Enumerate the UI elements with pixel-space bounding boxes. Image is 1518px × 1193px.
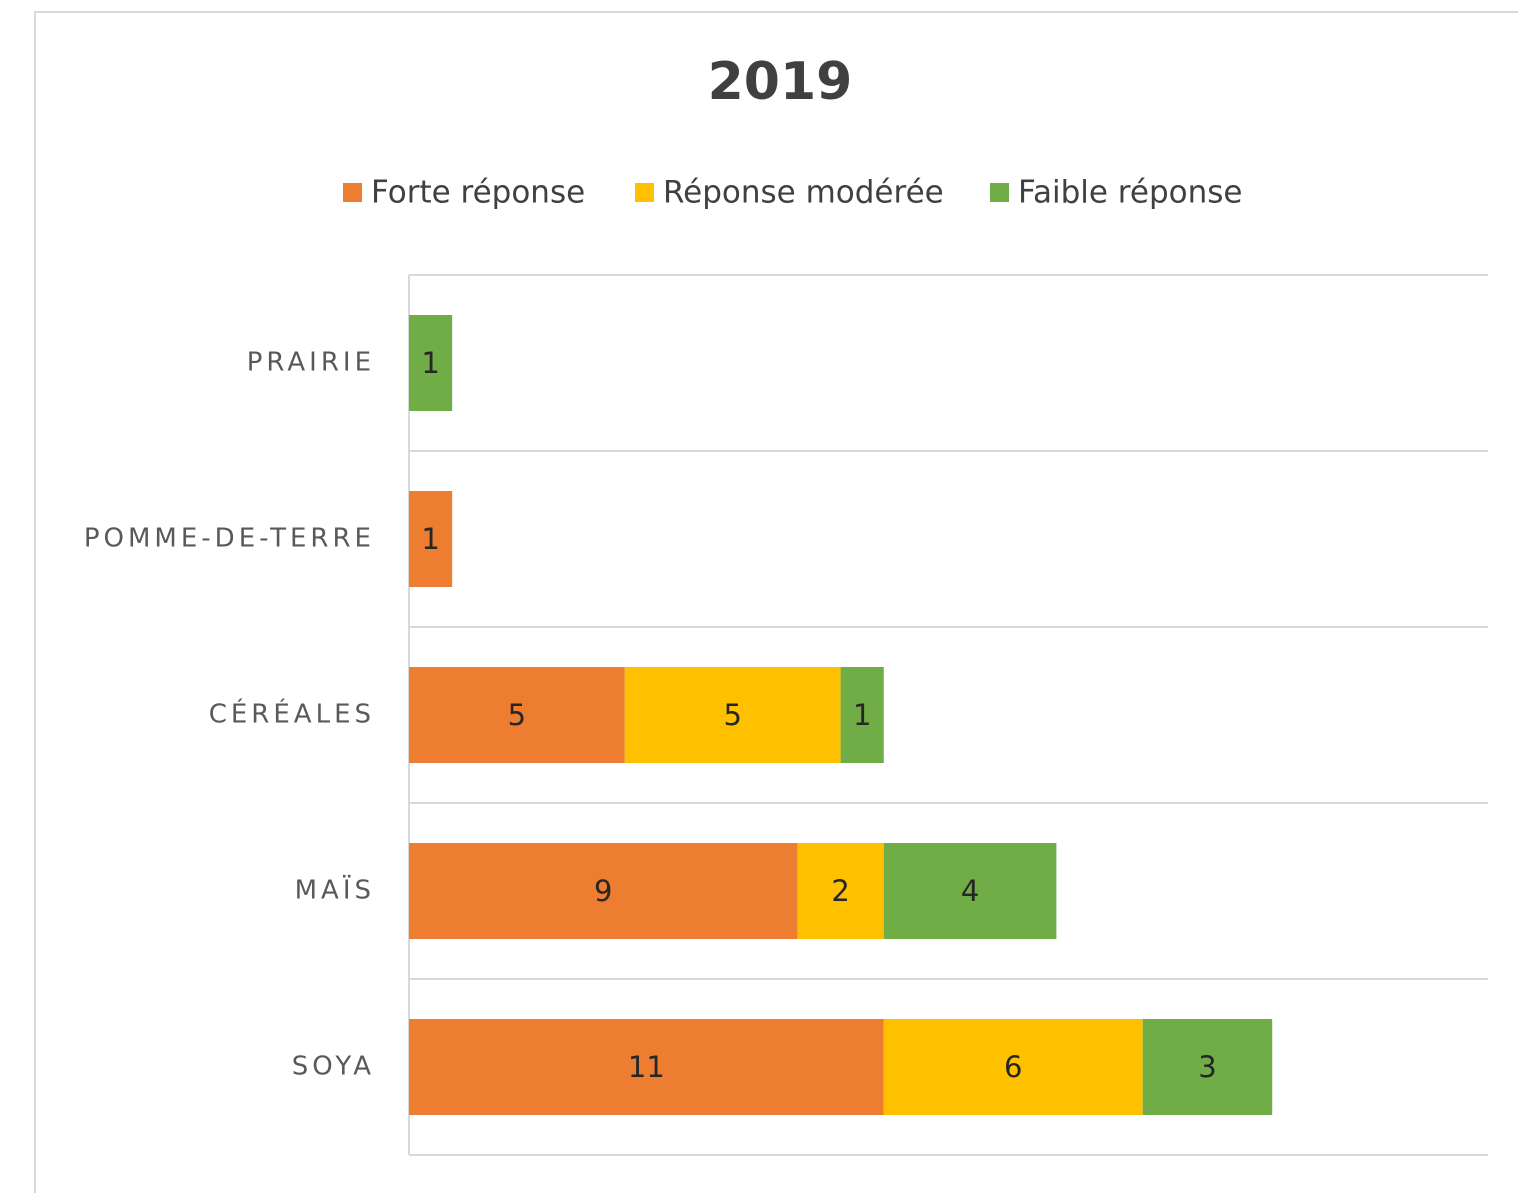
y-tick-label: POMME-DE-TERRE [84, 524, 375, 554]
legend-swatch [343, 183, 362, 202]
y-tick-label: PRAIRIE [247, 348, 375, 378]
bar-segment [883, 1019, 1143, 1115]
y-tick-label: CÉRÉALES [209, 698, 375, 730]
data-label: 2 [831, 874, 849, 908]
chart-title: 2019 [708, 52, 853, 112]
bar-segment [409, 491, 453, 587]
y-tick-label: SOYA [292, 1052, 375, 1082]
bar-segment [883, 843, 1057, 939]
data-label: 9 [594, 874, 612, 908]
legend-swatch [635, 183, 654, 202]
legend-swatch [990, 183, 1009, 202]
bar-segment [840, 667, 884, 763]
legend-label: Forte réponse [371, 175, 585, 211]
data-label: 1 [421, 522, 439, 556]
y-tick-label: MAÏS [295, 874, 375, 906]
bar-segment [624, 667, 841, 763]
legend-label: Réponse modérée [663, 175, 944, 211]
legend-label: Faible réponse [1018, 175, 1242, 211]
chart-frame [34, 11, 1518, 1193]
bar-segment [409, 1019, 884, 1115]
data-label: 5 [508, 698, 526, 732]
bar-segment [797, 843, 884, 939]
data-label: 4 [961, 874, 979, 908]
data-label: 1 [421, 346, 439, 380]
bar-segment [1142, 1019, 1273, 1115]
data-label: 3 [1198, 1050, 1216, 1084]
data-label: 11 [628, 1050, 665, 1084]
bar-segment [409, 843, 798, 939]
data-label: 1 [853, 698, 871, 732]
data-label: 6 [1004, 1050, 1022, 1084]
data-label: 5 [723, 698, 741, 732]
bar-segment [409, 315, 453, 411]
bar-segment [409, 667, 625, 763]
